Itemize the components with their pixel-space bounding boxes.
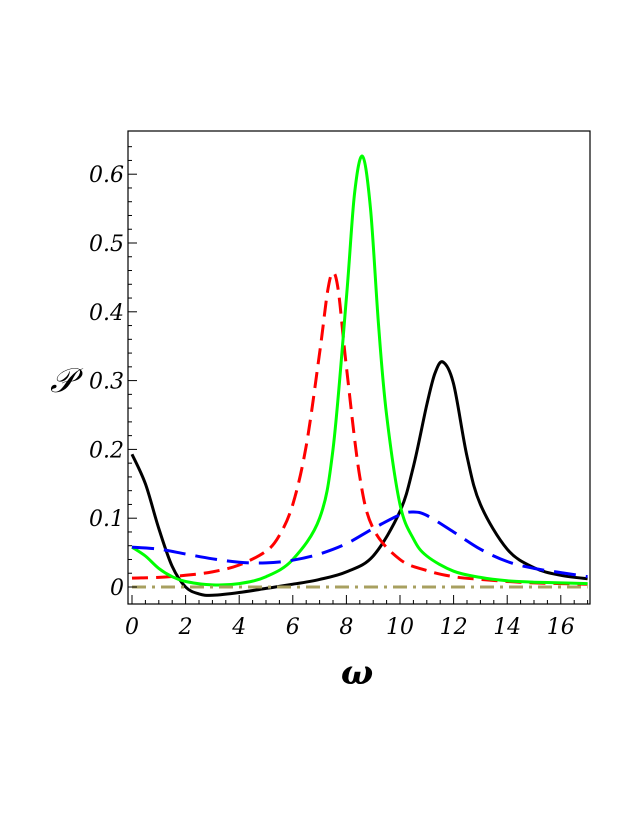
y-tick-label-0.3: 0.3 — [89, 370, 124, 395]
y-tick-label-0.4: 0.4 — [89, 301, 124, 326]
y-tick-label-0: 0 — [110, 576, 124, 601]
x-tick-label-6: 6 — [286, 615, 300, 640]
series-line-2 — [131, 271, 588, 586]
x-tick-label-14: 14 — [493, 615, 521, 640]
y-tick-label-0.5: 0.5 — [89, 232, 124, 257]
series-layer — [130, 154, 588, 597]
x-tick-label-8: 8 — [339, 615, 353, 640]
x-tick-label-2: 2 — [178, 615, 193, 640]
x-axis-title: ω — [341, 653, 373, 693]
x-tick-label-12: 12 — [440, 615, 468, 640]
series-line-1 — [130, 360, 588, 597]
x-tick-label-0: 0 — [125, 615, 139, 640]
plot-frame — [127, 130, 591, 605]
series-line-3 — [131, 154, 588, 587]
y-axis-title: 𝒫 — [50, 361, 84, 401]
x-tick-label-10: 10 — [386, 615, 414, 640]
y-tick-label-0.2: 0.2 — [89, 438, 124, 463]
y-tick-label-0.6: 0.6 — [89, 163, 124, 188]
x-tick-label-4: 4 — [231, 615, 246, 640]
y-tick-label-0.1: 0.1 — [89, 507, 124, 532]
series-line-4 — [131, 510, 588, 579]
x-tick-label-16: 16 — [547, 615, 575, 640]
axis-layer: 0 2 4 6 8 10 12 14 16 0 0.1 0.2 0.3 0.4 0.5 0.6 — [89, 146, 589, 640]
